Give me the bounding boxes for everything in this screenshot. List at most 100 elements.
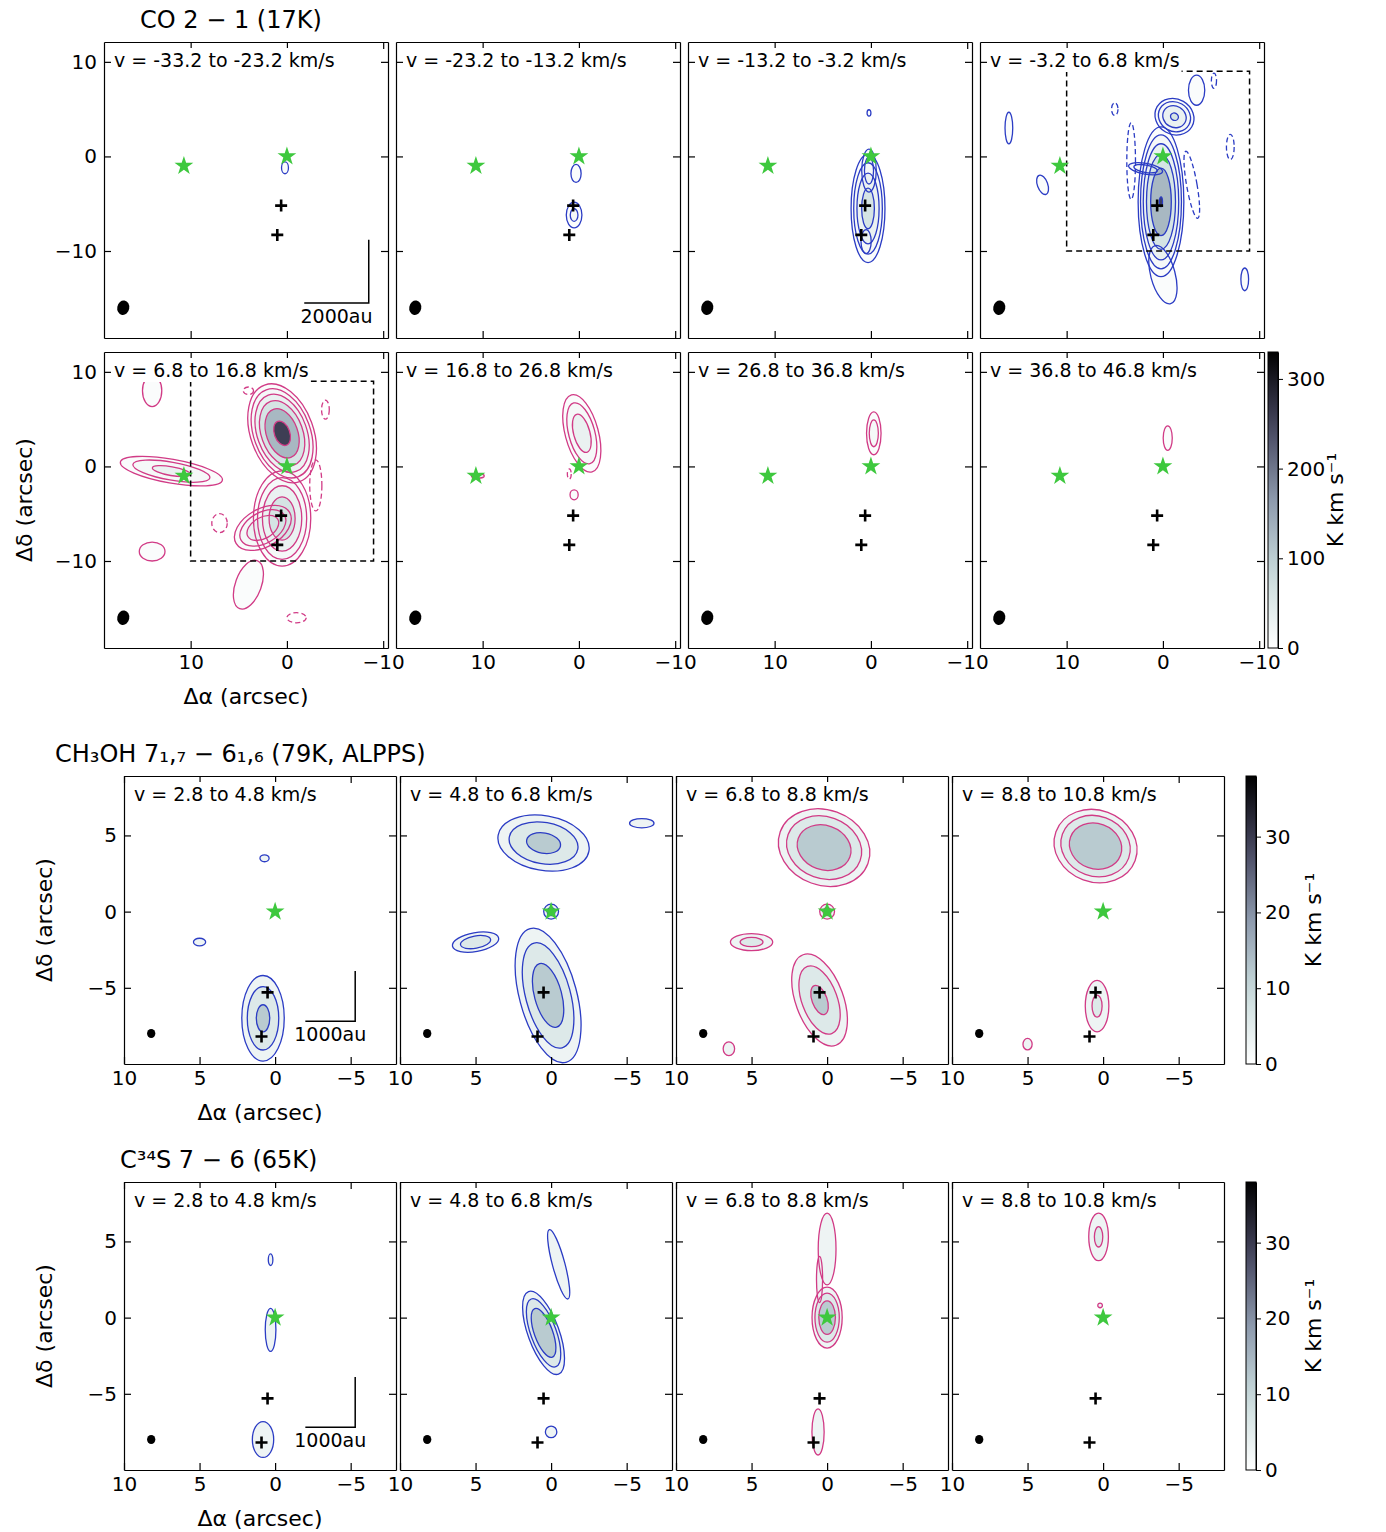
contour	[778, 805, 871, 889]
negative-contour	[1112, 103, 1118, 116]
y-axis-title: Δδ (arcsec)	[12, 438, 37, 562]
axis: 1050−5	[112, 1463, 397, 1496]
axis-line	[125, 776, 397, 777]
tick-mark	[775, 42, 776, 49]
tick-mark	[751, 776, 752, 783]
tick: −10	[55, 239, 111, 263]
axis	[105, 42, 389, 49]
tick	[775, 331, 776, 338]
tick: 10	[178, 641, 203, 674]
cross	[814, 1392, 826, 1404]
cross	[1151, 200, 1163, 212]
emission-fill	[247, 987, 278, 1050]
tick-mark	[191, 352, 192, 359]
axis	[677, 776, 949, 783]
tick-mark	[1027, 1463, 1028, 1470]
axis: 100−10	[689, 641, 989, 674]
tick-mark	[1103, 1463, 1104, 1470]
emission-fill	[493, 808, 593, 878]
tick-mark	[903, 776, 904, 783]
tick-mark	[1256, 1318, 1261, 1319]
axis	[389, 1183, 397, 1471]
tick-mark	[980, 251, 987, 252]
emission-fill	[740, 937, 763, 946]
axis-line	[953, 1064, 1225, 1065]
tick-mark	[389, 1318, 396, 1319]
tick	[967, 352, 968, 359]
contour	[242, 975, 284, 1061]
tick-mark	[351, 1463, 352, 1470]
star	[862, 147, 881, 165]
axis	[1257, 43, 1265, 339]
emission-fill	[1169, 112, 1180, 122]
axis-line	[980, 353, 981, 649]
tick-label: 30	[1265, 1231, 1290, 1255]
axis	[941, 1183, 949, 1471]
tick-label: 0	[1287, 636, 1300, 660]
tick-mark	[1257, 372, 1264, 373]
star	[174, 466, 193, 484]
tick-mark	[952, 1241, 959, 1242]
label-background	[408, 782, 595, 806]
panel-background	[688, 42, 972, 338]
axis-line	[388, 353, 389, 649]
tick	[871, 352, 872, 359]
contour	[851, 154, 885, 262]
emission-fill	[791, 817, 858, 877]
tick-mark	[688, 466, 695, 467]
tick-mark	[1259, 352, 1260, 359]
tick: 0	[865, 641, 878, 674]
tick-mark	[287, 42, 288, 49]
tick-mark	[275, 776, 276, 783]
axis	[1257, 353, 1265, 649]
tick-label: 5	[746, 1472, 759, 1496]
emission-fill	[139, 542, 165, 561]
contour	[767, 796, 880, 899]
tick-label: 200	[1287, 457, 1325, 481]
axis	[981, 331, 1265, 339]
tick-label: 5	[470, 1066, 483, 1090]
tick-label: 300	[1287, 367, 1325, 391]
tick	[1217, 1318, 1224, 1319]
contour	[260, 855, 269, 862]
tick: 5	[746, 1057, 759, 1090]
axis	[396, 43, 403, 339]
axis	[400, 1183, 407, 1471]
contour	[555, 391, 608, 477]
tick-label: −10	[55, 239, 97, 263]
emission-fill	[1163, 426, 1172, 450]
tick-mark	[1163, 42, 1164, 49]
tick-mark	[381, 251, 388, 252]
tick	[1163, 352, 1164, 359]
tick-label: 5	[104, 823, 117, 847]
contour	[525, 830, 562, 856]
tick	[287, 331, 288, 338]
tick	[396, 372, 403, 373]
panel-background	[104, 42, 388, 338]
tick-mark	[1027, 1182, 1028, 1189]
tick-mark	[400, 988, 407, 989]
axis	[1217, 777, 1225, 1065]
emission-fill	[1138, 127, 1184, 277]
tick-mark	[1257, 62, 1264, 63]
field-box	[1067, 71, 1250, 251]
cross	[532, 1437, 544, 1449]
tick-label: 0	[545, 1066, 558, 1090]
contour	[526, 960, 569, 1031]
tick	[675, 331, 676, 338]
tick-label: −5	[888, 1472, 917, 1496]
emission-fill	[451, 929, 500, 956]
tick: 300	[1278, 367, 1325, 391]
axis-line	[1264, 353, 1265, 649]
axis	[688, 43, 695, 339]
tick-mark	[389, 835, 396, 836]
tick-mark	[1278, 379, 1283, 380]
panel-label: v = 2.8 to 4.8 km/s	[132, 1188, 319, 1212]
axis	[397, 42, 681, 49]
tick: −5	[88, 976, 131, 1000]
emission-fill	[512, 937, 583, 1053]
tick-label: 5	[194, 1472, 207, 1496]
tick-mark	[676, 1241, 683, 1242]
contour	[1151, 168, 1172, 236]
tick-mark	[1256, 912, 1261, 913]
